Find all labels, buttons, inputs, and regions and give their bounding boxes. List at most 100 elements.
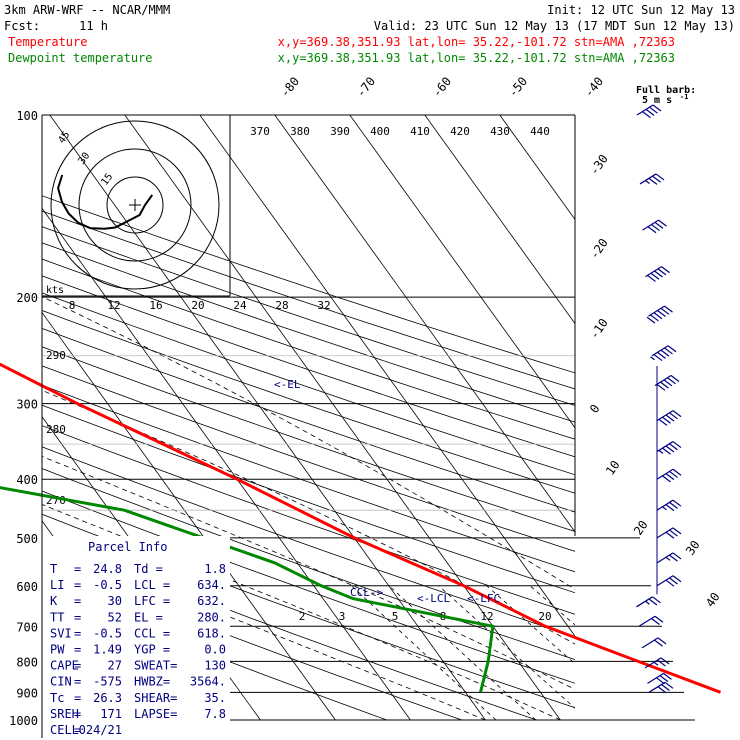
mixing-ratio-line [388,585,537,721]
wind-barb-full [665,414,675,422]
wind-barb-full [669,577,678,585]
parcel-info-cell: 0.0 [204,643,226,657]
theta-e-label: 420 [450,125,470,138]
wind-barb-full [660,349,670,357]
parcel-info-cell: = [74,723,81,737]
wind-barb-full [670,375,680,383]
parcel-info-cell: YGP = [134,643,170,657]
wind-barb-full [653,312,663,320]
wind-barb-full [657,637,667,645]
parcel-info-title: Parcel Info [88,540,167,554]
wind-barb-full [663,379,673,387]
parcel-info-cell: -0.5 [93,578,122,592]
wind-barb-full [662,475,671,483]
pressure-label-100: 100 [16,109,38,123]
theta-e-label: 380 [290,125,310,138]
theta-e-label: 400 [370,125,390,138]
wind-barb-shaft [656,552,674,564]
parcel-info-cell: 3564. [190,675,226,689]
theta-left-label: 280 [46,423,66,436]
parcel-info-cell: 27 [108,659,122,673]
lcl-marker: <-LCL [417,592,450,605]
temperature-curve [0,362,722,694]
parcel-info-cell: = [74,610,81,624]
isotherm-line [349,115,575,429]
wind-barb-half [645,600,650,605]
parcel-info-cell: SHEAR= [134,691,177,705]
parcel-info-cell: CELL [50,723,79,737]
parcel-info-cell: CCL = [134,626,170,640]
wind-barb-shaft [656,410,674,422]
wind-barb-full [660,657,670,665]
wind-barb-full [672,441,682,449]
dewpoint-curve [0,486,495,693]
ccl-marker: CCL-> [350,586,383,599]
wind-barb-shaft [656,575,674,587]
parcel-info-cell: 26.3 [93,691,122,705]
wind-barb-full [657,268,667,276]
hodograph-unit-label: kts [46,285,64,296]
dry-adiabat [42,384,575,573]
parcel-info-cell: TT [50,610,64,624]
wind-barb-full [661,684,670,691]
wind-barb-full [654,615,664,623]
wind-barb-full [662,447,671,455]
el-marker: <-EL [274,378,301,391]
wind-barb-half [653,661,659,666]
wind-barb-full [665,445,675,453]
parcel-info-cell: 171 [100,707,122,721]
parcel-info-cell: 130 [204,659,226,673]
wind-barb-full [647,226,657,234]
parcel-info-cell: Td = [134,562,163,576]
wind-barb-full [654,221,664,229]
legend-dewpoint-location: x,y=369.38,351.93 lat,lon= 35.22,-101.72… [278,51,675,65]
parcel-info-cell: 1.49 [93,643,122,657]
dry-adiabat [42,588,387,721]
wind-barb-full [660,381,669,389]
wind-barb-shaft [645,266,662,278]
wind-barb-shaft [648,681,666,693]
init-time: Init: 12 UTC Sun 12 May 13 [547,3,735,17]
wind-barb-full [647,274,656,282]
pressure-label-900: 900 [16,686,38,700]
chart-title: 3km ARW-WRF -- NCAR/MMM [4,3,170,17]
parcel-info-cell: -0.5 [93,626,122,640]
wind-barb-full [669,412,678,420]
parcel-info-cell: = [74,594,81,608]
wind-barb-full [664,305,673,313]
wind-barb-full [672,575,682,583]
mixing-ratio-upper-label: 16 [149,299,162,312]
wind-barb-full [650,272,660,280]
wind-barb-shaft [656,468,674,480]
parcel-info-cell: 7.8 [204,707,226,721]
wind-barb-full [665,504,675,512]
parcel-info-rows: T = 24.8 Td = 1.8 LI = -0.5 LCL = 634. K = 30 LFC = 63… [50,562,226,737]
wind-barb-full [646,316,656,324]
full-barb-units: 5 m s [642,95,672,106]
parcel-info-cell: 1.8 [204,562,226,576]
wind-barb-full [662,416,671,424]
parcel-info-cell: SWEAT= [134,659,177,673]
parcel-info-cell: 52 [108,610,122,624]
parcel-info-cell: T [50,562,57,576]
isotherm-right-label: 10 [603,458,623,478]
wind-barb-shaft [636,104,654,116]
theta-left-label: 290 [46,349,66,362]
mixing-ratio-upper-label: 8 [69,299,76,312]
theta-e-label: 410 [410,125,430,138]
parcel-info-cell: SREH [50,707,79,721]
mixing-ratio-upper-label: 20 [191,299,204,312]
parcel-info-cell: = [74,626,81,640]
wind-barb-full [669,470,678,478]
isotherm-line [274,115,575,533]
parcel-info-cell: Tc [50,691,64,705]
isotherm-line [49,115,486,721]
wind-barb-full [659,675,669,683]
theta-e-label: 430 [490,125,510,138]
full-barb-exponent: -1 [680,93,688,101]
wind-barb-shaft [641,637,659,649]
mixing-ratio-lower-label: 20 [538,610,551,623]
wind-barb-full [660,307,670,315]
moist-adiabat [42,455,575,690]
